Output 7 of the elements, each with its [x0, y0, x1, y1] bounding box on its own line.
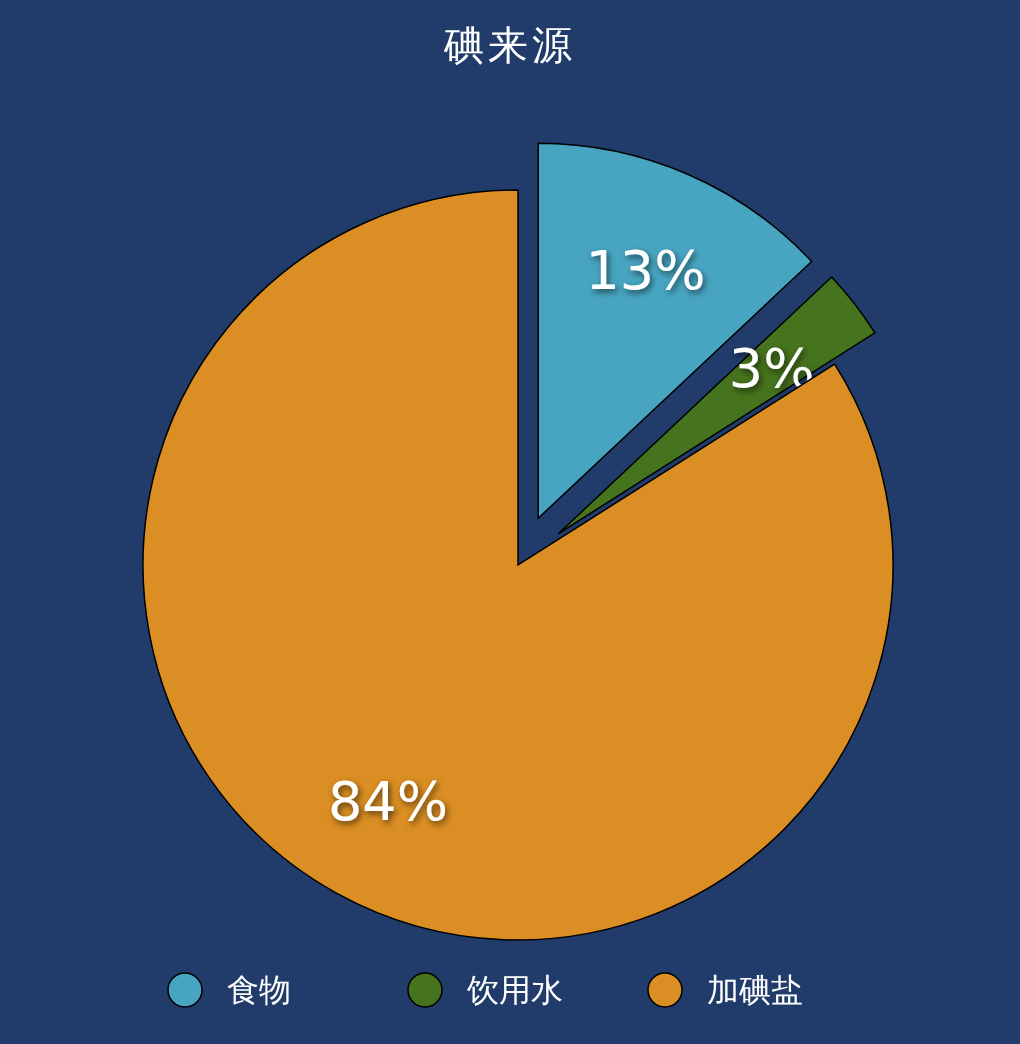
- legend-label: 加碘盐: [707, 971, 803, 1009]
- data-label: 84%: [327, 770, 448, 834]
- chart-title: 碘来源: [443, 22, 576, 68]
- legend-label: 饮用水: [466, 971, 563, 1009]
- data-label: 13%: [585, 238, 706, 302]
- data-label: 3%: [728, 336, 815, 400]
- legend-label: 食物: [227, 971, 291, 1009]
